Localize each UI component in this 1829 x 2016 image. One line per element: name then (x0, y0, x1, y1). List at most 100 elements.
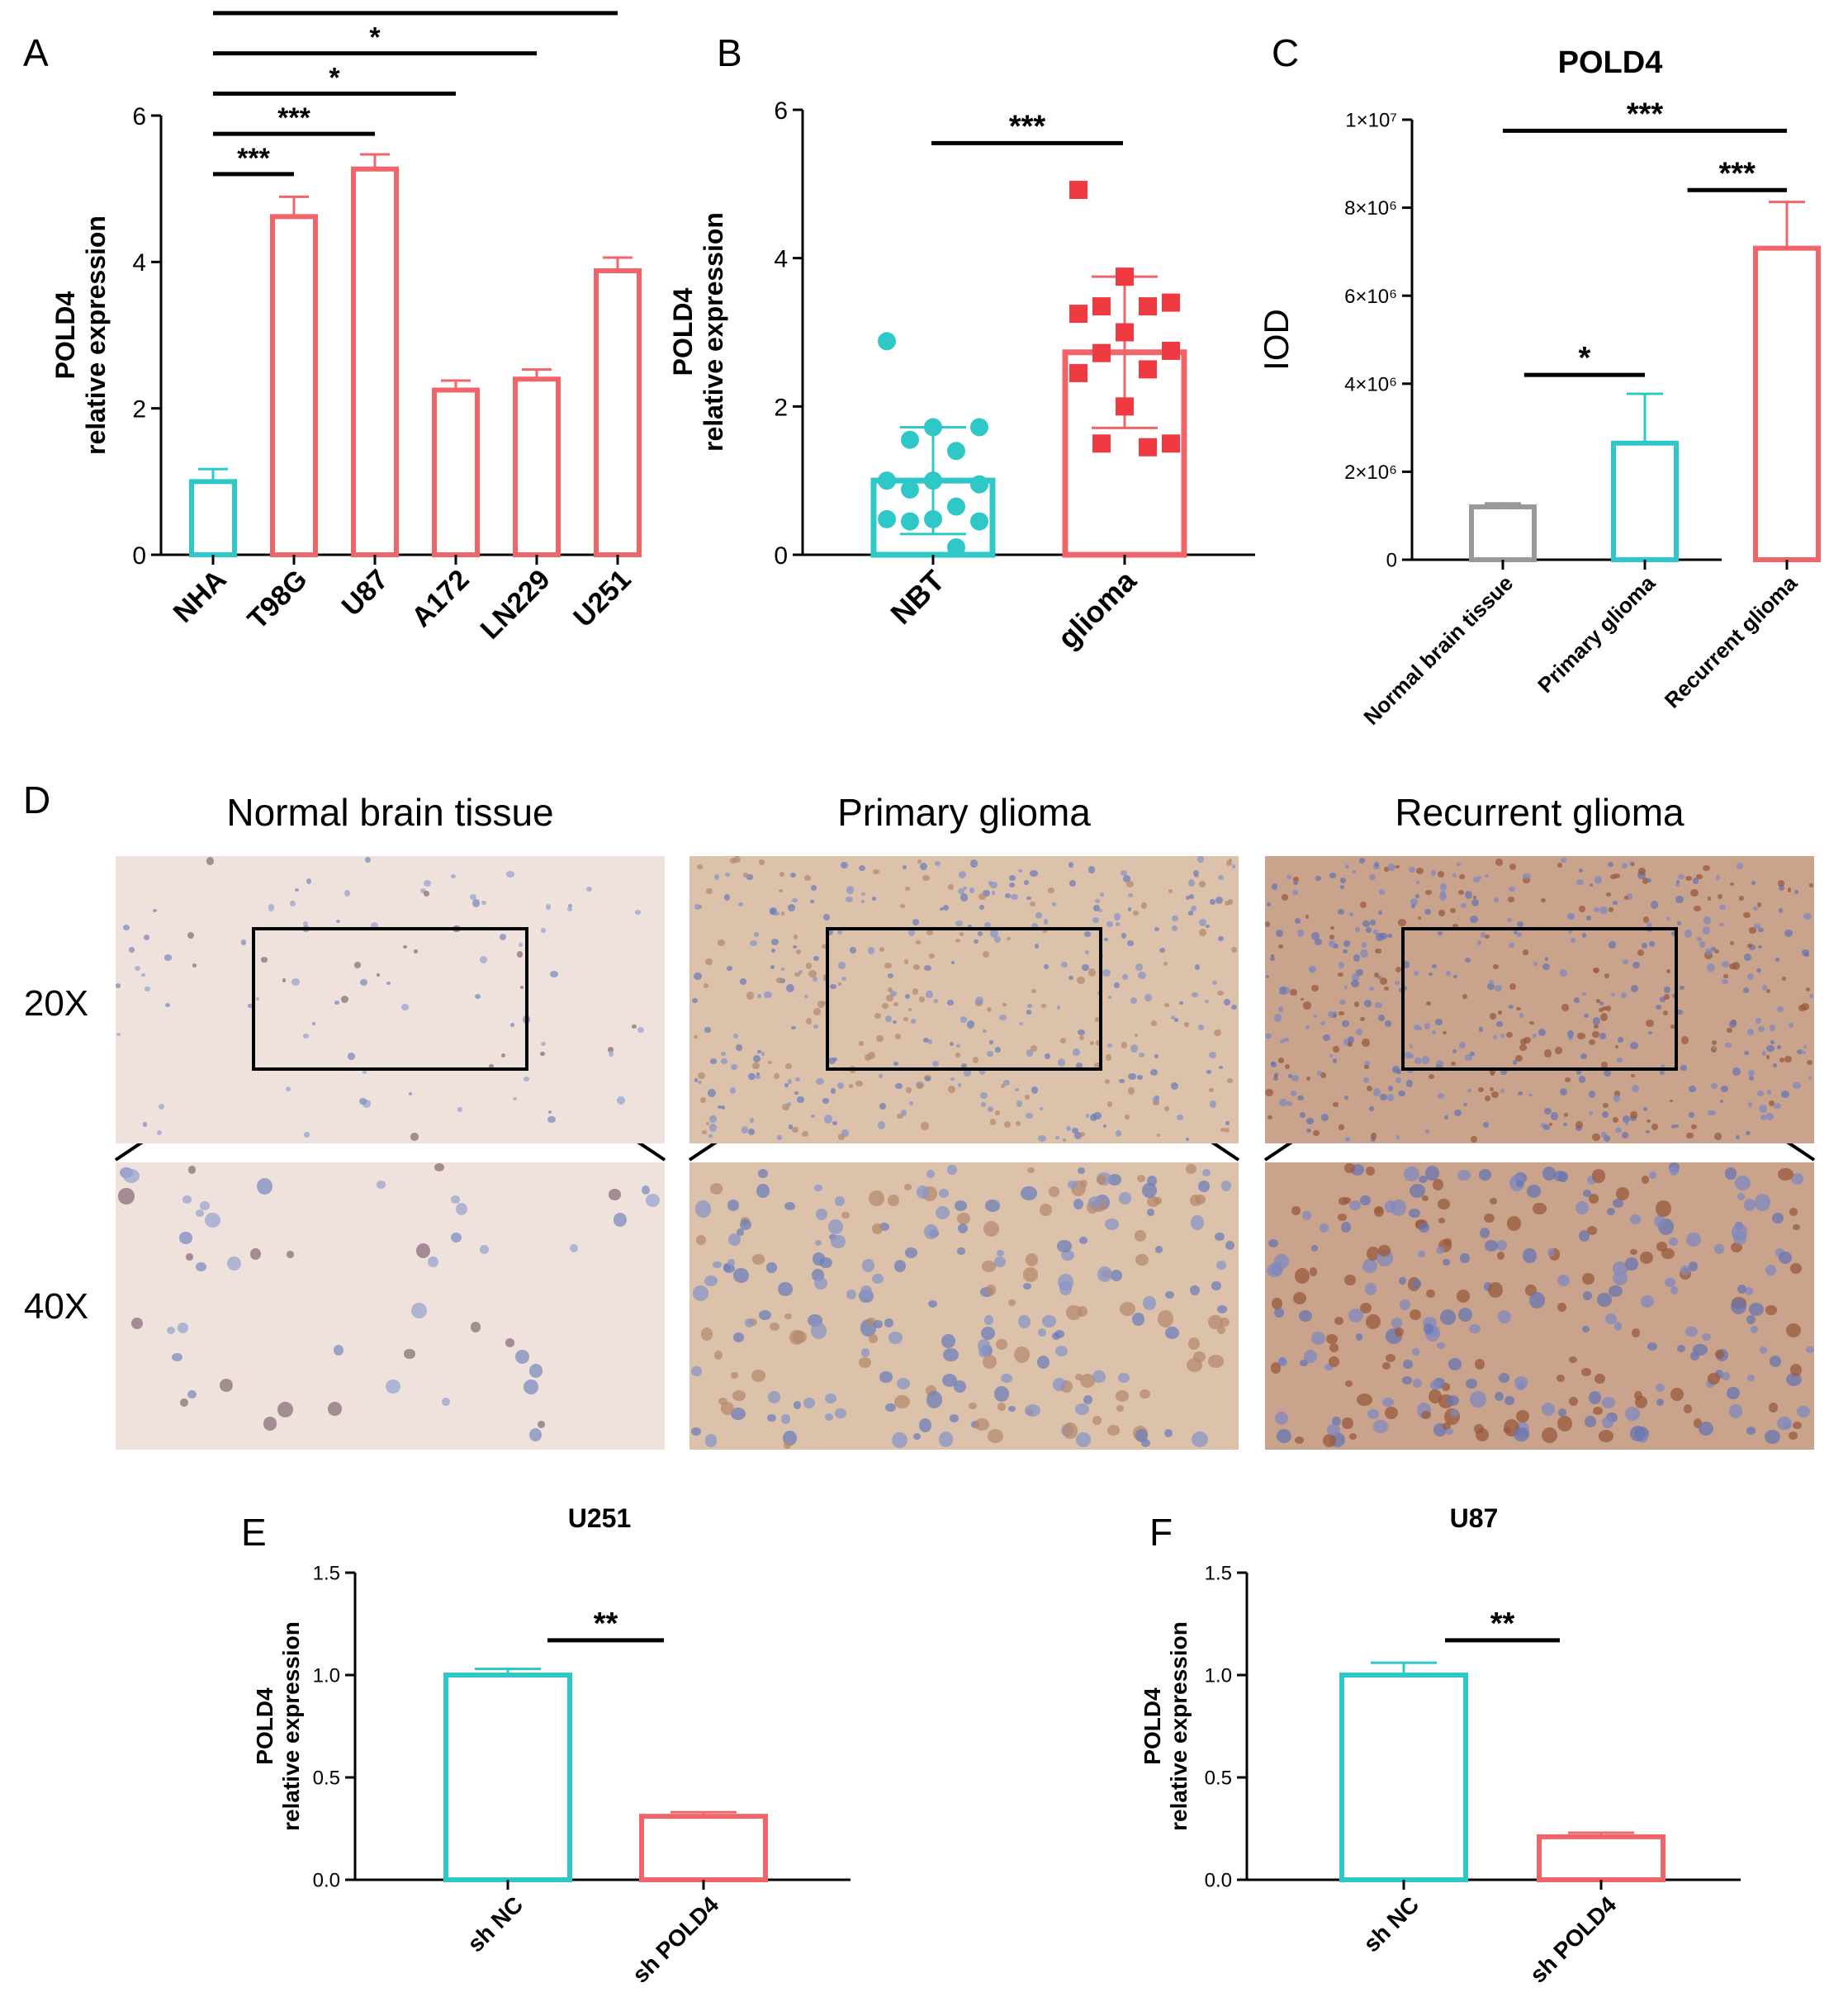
cell-nucleus (1087, 866, 1096, 873)
cell-nucleus (1747, 1069, 1756, 1077)
cell-nucleus (135, 965, 141, 971)
cell-nucleus (1532, 1034, 1538, 1038)
cell-nucleus (1756, 902, 1762, 907)
cell-nucleus (1154, 926, 1159, 931)
cell-nucleus (1369, 986, 1374, 991)
y-axis-label: POLD4 (50, 291, 80, 379)
cell-nucleus (1290, 1091, 1296, 1097)
cell-nucleus (1576, 879, 1585, 886)
cell-nucleus (956, 1212, 970, 1225)
cell-nucleus (1656, 1398, 1664, 1407)
cell-nucleus (746, 991, 755, 1001)
cell-nucleus (802, 1130, 809, 1138)
cell-nucleus (1313, 1014, 1318, 1019)
cell-nucleus (1119, 1079, 1125, 1084)
cell-nucleus (1041, 1004, 1047, 1009)
cell-nucleus (1214, 1233, 1225, 1241)
cell-nucleus (1697, 936, 1702, 941)
data-point (924, 509, 942, 528)
cell-nucleus (1294, 1267, 1310, 1285)
cell-nucleus (1293, 880, 1298, 886)
cell-nucleus (1643, 1107, 1648, 1112)
cell-nucleus (1355, 969, 1363, 977)
cell-nucleus (1320, 1114, 1329, 1122)
cell-nucleus (116, 983, 121, 989)
bar-T98G (270, 214, 318, 557)
cell-nucleus (869, 1334, 878, 1344)
cell-nucleus (960, 893, 969, 902)
cell-nucleus (1022, 1283, 1031, 1290)
cell-nucleus (1630, 1426, 1647, 1442)
cell-nucleus (1759, 1104, 1767, 1113)
cell-nucleus (1362, 1258, 1377, 1273)
cell-nucleus (423, 879, 431, 887)
data-point (878, 332, 896, 351)
cell-nucleus (831, 1235, 846, 1248)
cell-nucleus (789, 1124, 794, 1129)
cell-nucleus (1504, 1395, 1514, 1406)
panel-label-C: C (1272, 31, 1299, 74)
cell-nucleus (1333, 1046, 1339, 1053)
cell-nucleus (1464, 957, 1471, 963)
cell-nucleus (1692, 878, 1699, 885)
cell-nucleus (1688, 1085, 1697, 1092)
x-tick-label: U251 (567, 564, 637, 633)
cell-nucleus (116, 1032, 121, 1037)
cell-nucleus (855, 1080, 864, 1087)
micrograph-1-40x (116, 1162, 665, 1450)
cell-nucleus (1552, 1170, 1566, 1181)
cell-nucleus (1451, 1062, 1456, 1066)
cell-nucleus (1805, 987, 1811, 992)
cell-nucleus (1199, 929, 1206, 937)
cell-nucleus (1714, 1243, 1724, 1255)
panel-label-D: D (23, 778, 50, 821)
cell-nucleus (893, 1020, 898, 1024)
cell-nucleus (1031, 922, 1038, 930)
cell-nucleus (918, 996, 925, 1003)
cell-nucleus (979, 1091, 988, 1099)
cell-nucleus (1147, 1195, 1159, 1207)
y-axis-label: POLD4 (252, 1687, 277, 1765)
chart-title: U87 (1450, 1503, 1499, 1533)
cell-nucleus (547, 1110, 552, 1114)
cell-nucleus (1437, 871, 1444, 878)
cell-nucleus (1071, 1128, 1079, 1133)
cell-nucleus (1121, 1042, 1127, 1049)
cell-nucleus (1345, 1380, 1353, 1387)
cell-nucleus (1038, 1135, 1046, 1143)
cell-nucleus (733, 856, 742, 864)
cell-nucleus (1366, 1086, 1372, 1092)
cell-nucleus (1117, 1372, 1130, 1383)
cell-nucleus (263, 1417, 277, 1431)
cell-nucleus (980, 1102, 987, 1107)
cell-nucleus (450, 873, 456, 879)
cell-nucleus (846, 896, 853, 902)
cell-nucleus (1649, 1171, 1657, 1180)
cell-nucleus (1078, 1167, 1085, 1175)
cell-nucleus (637, 1027, 644, 1034)
cell-nucleus (1275, 930, 1284, 938)
cell-nucleus (1666, 968, 1671, 974)
cell-nucleus (732, 1389, 746, 1401)
cell-nucleus (1333, 1101, 1339, 1108)
cell-nucleus (1078, 1029, 1085, 1035)
cell-nucleus (1517, 920, 1523, 927)
cell-nucleus (920, 1122, 929, 1130)
cell-nucleus (1479, 1227, 1490, 1238)
cell-nucleus (1747, 1375, 1756, 1381)
cell-nucleus (1602, 1416, 1613, 1429)
cell-nucleus (1114, 913, 1121, 921)
cell-nucleus (1608, 907, 1614, 912)
cell-nucleus (736, 1043, 742, 1051)
cell-nucleus (1177, 1114, 1184, 1120)
cell-nucleus (1342, 1417, 1354, 1430)
cell-nucleus (1325, 1334, 1339, 1345)
cell-nucleus (1379, 932, 1387, 940)
cell-nucleus (1127, 906, 1132, 911)
cell-nucleus (1648, 940, 1656, 947)
cell-nucleus (1226, 860, 1233, 866)
cell-nucleus (1391, 1317, 1402, 1328)
cell-nucleus (885, 1403, 896, 1412)
y-tick-label: 1.5 (313, 1563, 340, 1585)
cell-nucleus (1651, 901, 1658, 909)
